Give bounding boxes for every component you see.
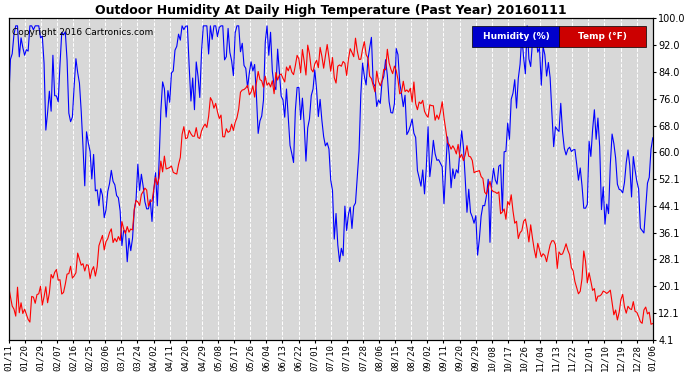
Text: Copyright 2016 Cartronics.com: Copyright 2016 Cartronics.com — [12, 28, 153, 37]
FancyBboxPatch shape — [473, 26, 560, 47]
Title: Outdoor Humidity At Daily High Temperature (Past Year) 20160111: Outdoor Humidity At Daily High Temperatu… — [95, 4, 566, 17]
FancyBboxPatch shape — [560, 26, 647, 47]
Text: Humidity (%): Humidity (%) — [482, 32, 549, 41]
Text: Temp (°F): Temp (°F) — [578, 32, 627, 41]
